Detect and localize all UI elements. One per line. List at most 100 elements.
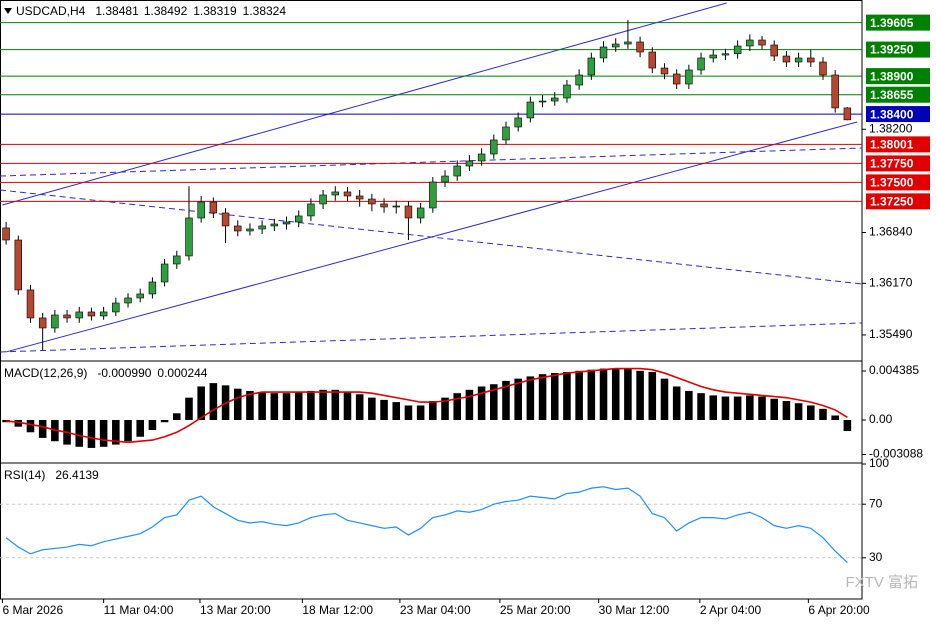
level-label: 1.38400 (870, 107, 914, 121)
header-value: MACD(12,26,9) (4, 366, 87, 380)
candle-body (380, 203, 388, 208)
candle-body (2, 227, 10, 241)
y-tick-label: 0.004385 (869, 363, 919, 377)
candle-body (770, 44, 778, 57)
candle-body (258, 225, 266, 230)
macd-bar (465, 389, 474, 420)
macd-bar (660, 378, 669, 420)
y-tick-label: 0.00 (869, 412, 893, 426)
macd-bar (392, 402, 401, 420)
candle-body (368, 198, 376, 205)
macd-bar (270, 393, 279, 420)
candle-body (477, 153, 486, 162)
macd-bar (831, 415, 839, 420)
macd-bar (258, 392, 266, 420)
y-tick-label: 1.36170 (869, 276, 913, 290)
macd-bar (770, 398, 778, 420)
level-label-box (866, 155, 930, 172)
macd-bar (282, 393, 291, 420)
macd-bar (526, 376, 535, 420)
candle-body (807, 57, 815, 63)
macd-bar (38, 419, 47, 438)
candle-body (843, 107, 852, 121)
candle-body (87, 311, 96, 317)
panel-header: RSI(14) 26.4139 (4, 468, 99, 482)
macd-bar (429, 400, 437, 420)
candle-body (246, 228, 254, 232)
macd-bar (404, 405, 413, 420)
trend-line (0, 147, 862, 177)
header-value: 0.000244 (157, 366, 207, 380)
candle-body (465, 160, 474, 167)
macd-bar (782, 400, 791, 420)
candle-body (331, 191, 340, 196)
macd-bar (843, 419, 852, 432)
macd-bar (26, 419, 35, 433)
level-label: 1.37250 (870, 195, 914, 209)
candle-body (441, 175, 449, 183)
level-label: 1.39605 (870, 16, 914, 30)
y-tick-label: 70 (869, 496, 883, 510)
candle-body (685, 69, 693, 85)
macd-bar (746, 395, 754, 420)
macd-bar (14, 419, 23, 427)
level-label: 1.37750 (870, 157, 914, 171)
header-value: 1.38324 (243, 4, 287, 18)
macd-bar (160, 419, 169, 423)
macd-bar (636, 370, 644, 420)
candle-body (75, 311, 83, 319)
macd-bar (733, 396, 742, 420)
macd-bar (441, 397, 449, 420)
candle-body (502, 126, 510, 141)
panel-header: MACD(12,26,9) -0.000990 0.000244 (4, 366, 208, 380)
macd-bar (502, 380, 510, 420)
watermark: FXTV 富拓 (845, 573, 918, 591)
macd-bar (538, 374, 547, 420)
rsi-line (5, 486, 848, 564)
candle-body (404, 205, 413, 219)
macd-bar (819, 408, 827, 420)
macd-bar (721, 396, 730, 420)
macd-bar (148, 419, 157, 431)
candle-body (551, 97, 559, 102)
candle-body (672, 73, 681, 85)
x-tick-label: 11 Mar 04:00 (104, 603, 174, 617)
macd-bar (173, 413, 181, 420)
macd-bar (672, 386, 681, 420)
y-tick-label: 1.36840 (869, 225, 913, 239)
header-value: RSI(14) (4, 468, 45, 482)
x-tick-label: 25 Mar 20:00 (500, 603, 571, 617)
candle-body (99, 311, 108, 317)
macd-bar (368, 397, 376, 420)
x-tick-label: 6 Mar 2026 (2, 603, 63, 617)
y-tick-label: 30 (869, 550, 883, 564)
level-label: 1.39250 (870, 43, 914, 57)
candle-body (453, 165, 461, 177)
candle-body (38, 317, 47, 329)
trend-line (2, 2, 727, 206)
macd-bar (453, 393, 461, 420)
trend-line (0, 322, 862, 353)
panel-header: USDCAD,H4 1.38481 1.38492 1.38319 1.38324 (16, 4, 286, 18)
candle-body (270, 223, 279, 227)
candle-body (185, 217, 193, 257)
level-label-box (866, 86, 930, 103)
candle-body (660, 67, 669, 75)
macd-bar (587, 369, 596, 420)
macd-bar (563, 371, 571, 420)
candle-body (14, 239, 23, 291)
macd-bar (477, 386, 486, 420)
macd-bar (611, 368, 620, 420)
macd-bar (233, 388, 242, 420)
header-value: 1.38492 (144, 4, 188, 18)
signal-line (6, 367, 848, 444)
candle-body (221, 212, 230, 227)
candle-body (587, 57, 596, 76)
candle-body (26, 289, 35, 319)
macd-bar (355, 394, 364, 420)
candle-body (355, 195, 364, 200)
level-label-box (866, 136, 930, 153)
main-plot (0, 2, 862, 353)
macd-bar (599, 368, 608, 420)
